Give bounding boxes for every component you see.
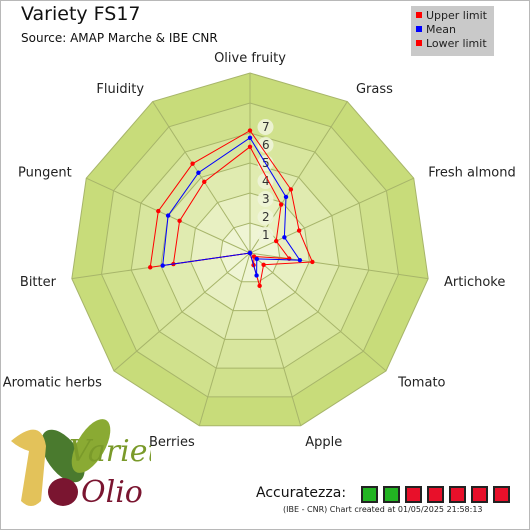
axis-label-tomato: Tomato [397, 375, 445, 390]
legend-item-upper: Upper limit [416, 9, 487, 23]
grid-spoke [249, 252, 429, 280]
series-point-upper-limit [148, 265, 153, 270]
legend-swatch-lower [416, 40, 422, 46]
series-point-upper-limit [156, 208, 161, 214]
legend-label-lower: Lower limit [426, 37, 487, 50]
logo-text-varieta: Varietà [69, 434, 151, 469]
series-point-upper-limit [296, 228, 302, 233]
radar-axis-labels: Olive fruity Grass Fresh almond Artichoke To… [3, 51, 516, 450]
series-point-mean [196, 170, 201, 175]
accuracy-box-1 [361, 486, 378, 503]
axis-label-berries: Berries [149, 435, 195, 450]
series-point-lower-limit [177, 218, 182, 224]
grid-spoke [113, 252, 251, 372]
series-point-upper-limit [288, 187, 294, 192]
legend-label-mean: Mean [426, 23, 456, 36]
series-point-lower-limit [273, 238, 279, 244]
series-point-lower-limit [202, 179, 207, 185]
tick-label: 3 [262, 192, 270, 206]
series-point-upper-limit [190, 161, 195, 166]
tick-label-bg [257, 227, 274, 243]
axis-label-olive-fruity: Olive fruity [214, 51, 286, 66]
axis-label-fluidity: Fluidity [96, 82, 144, 97]
legend-item-lower: Lower limit [416, 37, 487, 51]
series-point-upper-limit [247, 128, 253, 133]
radar-series [148, 128, 315, 289]
tick-label: 4 [262, 174, 270, 188]
accuracy-box-7 [493, 486, 510, 503]
series-point-mean [297, 257, 303, 263]
series-point-upper-limit [310, 259, 315, 265]
logo-o-shape [48, 478, 78, 506]
logo-text-olio: Olio [81, 475, 143, 510]
tick-label-bg [257, 173, 274, 189]
tick-label: 2 [262, 210, 270, 224]
legend-label-upper: Upper limit [426, 9, 487, 22]
grid-spoke [249, 252, 387, 372]
logo-one-shape [11, 429, 46, 506]
series-point-lower-limit [278, 202, 284, 207]
series-point-mean [165, 213, 171, 218]
legend-swatch-mean [416, 26, 422, 32]
accuracy-box-2 [383, 486, 400, 503]
varieta-olio-logo: Varietà Olio [11, 419, 151, 510]
series-point-mean [247, 135, 253, 140]
chart-title: Variety FS17 [21, 3, 141, 25]
legend-swatch-upper [416, 12, 422, 18]
axis-label-artichoke: Artichoke [444, 275, 505, 290]
radar-grid [71, 72, 429, 427]
accuracy-box-4 [427, 486, 444, 503]
series-point-mean [282, 235, 287, 240]
logo-leaf-light [71, 419, 111, 473]
series-point-upper-limit [257, 283, 262, 289]
legend-item-mean: Mean [416, 23, 456, 37]
chart-source: Source: AMAP Marche & IBE CNR [21, 31, 218, 45]
axis-label-bitter: Bitter [20, 275, 57, 290]
series-point-mean [283, 194, 289, 200]
accuracy-indicators [361, 486, 510, 503]
tick-label: 6 [262, 138, 270, 152]
axis-label-fresh-almond: Fresh almond [428, 166, 515, 181]
tick-label-bg [257, 137, 274, 153]
accuracy-label: Accuratezza: [256, 485, 347, 501]
tick-label: 1 [262, 228, 270, 242]
accuracy-box-6 [471, 486, 488, 503]
accuracy-box-5 [449, 486, 466, 503]
axis-label-aromatic-herbs: Aromatic herbs [3, 375, 102, 390]
series-point-mean [160, 263, 165, 268]
series-point-mean [254, 256, 260, 262]
axis-label-grass: Grass [356, 82, 393, 97]
tick-label-bg [257, 209, 274, 225]
tick-label: 7 [262, 120, 270, 134]
grid-spoke [198, 252, 251, 426]
tick-label-bg [257, 191, 274, 207]
tick-label-bg [257, 119, 274, 135]
axis-label-pungent: Pungent [18, 166, 72, 181]
chart-credits: (IBE - CNR) Chart created at 01/05/2025 … [283, 505, 483, 514]
legend: Upper limit Mean Lower limit [411, 6, 494, 56]
accuracy-box-3 [405, 486, 422, 503]
grid-spoke [152, 101, 251, 254]
series-point-upper-limit [261, 262, 266, 267]
series-point-lower-limit [247, 144, 253, 149]
axis-label-apple: Apple [305, 435, 342, 450]
series-point-mean [247, 250, 253, 256]
series-point-mean [254, 273, 259, 278]
